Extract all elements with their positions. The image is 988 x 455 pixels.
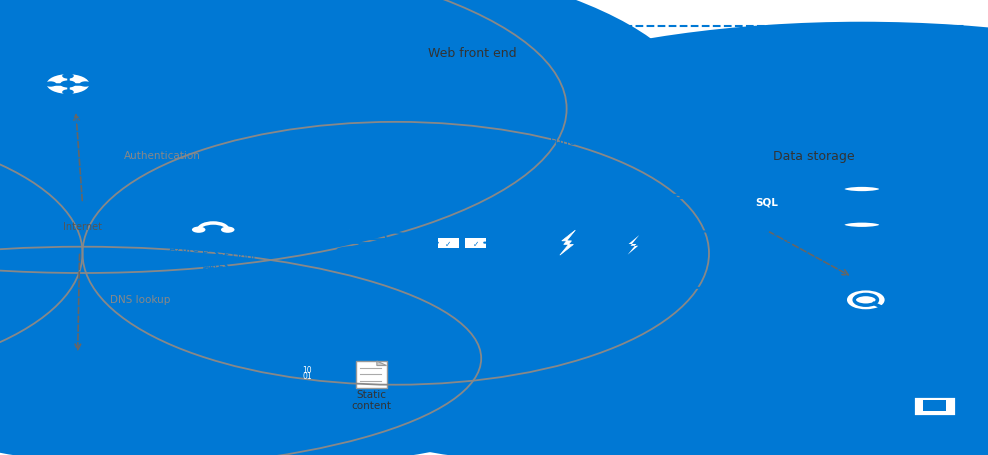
Text: DNS lookup: DNS lookup: [110, 294, 170, 304]
Ellipse shape: [0, 122, 213, 385]
Polygon shape: [627, 236, 639, 255]
Ellipse shape: [843, 186, 881, 193]
Circle shape: [334, 225, 412, 261]
Ellipse shape: [235, 200, 862, 455]
Text: Queue: Queue: [445, 263, 479, 273]
Circle shape: [46, 75, 89, 95]
Polygon shape: [376, 361, 386, 366]
FancyBboxPatch shape: [465, 238, 486, 248]
Ellipse shape: [213, 122, 840, 385]
Text: Azure SQL
Database: Azure SQL Database: [740, 227, 793, 248]
Ellipse shape: [0, 0, 698, 273]
Text: ✓: ✓: [446, 239, 452, 248]
Text: Redis cache: Redis cache: [610, 273, 672, 283]
FancyBboxPatch shape: [615, 228, 653, 262]
Polygon shape: [30, 61, 107, 108]
Circle shape: [62, 74, 74, 80]
Text: DNS: DNS: [67, 372, 88, 381]
Polygon shape: [560, 231, 575, 256]
Ellipse shape: [862, 200, 988, 455]
FancyBboxPatch shape: [913, 396, 955, 416]
Text: Blob: Blob: [295, 391, 319, 401]
Text: Authentication: Authentication: [124, 151, 201, 161]
Text: 01: 01: [302, 371, 312, 380]
Circle shape: [192, 227, 206, 233]
Ellipse shape: [0, 122, 83, 385]
Ellipse shape: [843, 222, 881, 229]
Text: Azure DNS: Azure DNS: [50, 399, 106, 409]
Ellipse shape: [83, 122, 709, 385]
FancyBboxPatch shape: [625, 221, 664, 254]
Ellipse shape: [0, 247, 612, 455]
Ellipse shape: [744, 223, 790, 232]
Ellipse shape: [744, 183, 790, 192]
Text: App Service
plan: App Service plan: [354, 136, 420, 158]
Circle shape: [80, 82, 91, 87]
Text: Azure Active
Directory: Azure Active Directory: [36, 104, 101, 126]
Text: Resource
group: Resource group: [911, 415, 958, 437]
FancyBboxPatch shape: [292, 134, 481, 352]
FancyBboxPatch shape: [499, 134, 649, 352]
FancyBboxPatch shape: [744, 187, 790, 228]
Text: Static
content: Static content: [351, 389, 391, 410]
Text: Azure Front Door
WAF
CDN: Azure Front Door WAF CDN: [169, 243, 257, 276]
Ellipse shape: [615, 259, 653, 265]
Ellipse shape: [625, 251, 664, 258]
Polygon shape: [435, 228, 490, 258]
Ellipse shape: [0, 247, 481, 455]
Text: ✓: ✓: [472, 239, 479, 248]
FancyBboxPatch shape: [438, 238, 459, 248]
Text: Internet: Internet: [63, 222, 102, 232]
Ellipse shape: [463, 324, 988, 455]
Ellipse shape: [377, 23, 988, 350]
Circle shape: [849, 292, 883, 308]
Circle shape: [531, 226, 605, 260]
FancyBboxPatch shape: [923, 400, 947, 411]
Circle shape: [44, 82, 56, 87]
Ellipse shape: [0, 0, 566, 273]
Circle shape: [62, 90, 74, 96]
Ellipse shape: [625, 217, 664, 224]
Text: 10: 10: [302, 365, 312, 374]
Text: Azure
Search: Azure Search: [844, 322, 880, 343]
Circle shape: [221, 227, 234, 233]
Text: Function
App: Function App: [550, 136, 598, 158]
Text: Web App: Web App: [350, 265, 396, 275]
Text: SQL: SQL: [756, 197, 779, 207]
FancyBboxPatch shape: [714, 167, 913, 368]
Ellipse shape: [615, 225, 653, 232]
Text: Web front end: Web front end: [428, 47, 517, 60]
Text: Cosmos DB: Cosmos DB: [832, 231, 892, 241]
Text: { }: { }: [851, 201, 873, 214]
Polygon shape: [281, 358, 334, 387]
Text: Azure Front Door
WAF
CDN: Azure Front Door WAF CDN: [169, 251, 257, 284]
Circle shape: [60, 81, 76, 88]
Text: Data storage: Data storage: [774, 150, 855, 162]
FancyBboxPatch shape: [272, 65, 673, 368]
FancyBboxPatch shape: [843, 190, 881, 225]
Circle shape: [37, 358, 119, 395]
FancyBboxPatch shape: [356, 361, 386, 388]
